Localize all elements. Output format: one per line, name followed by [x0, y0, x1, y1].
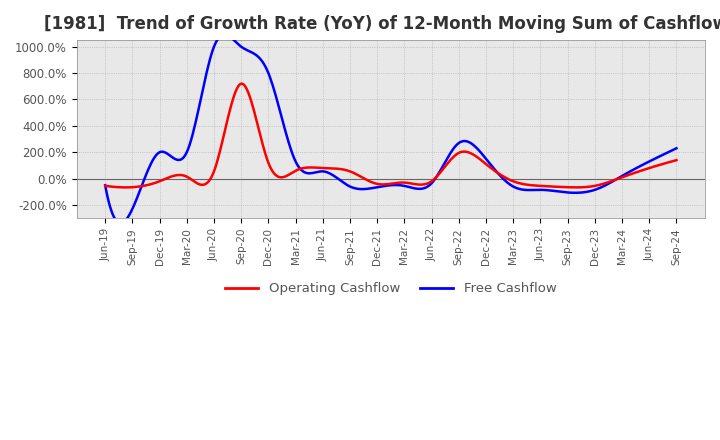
Title: [1981]  Trend of Growth Rate (YoY) of 12-Month Moving Sum of Cashflows: [1981] Trend of Growth Rate (YoY) of 12-… [44, 15, 720, 33]
Legend: Operating Cashflow, Free Cashflow: Operating Cashflow, Free Cashflow [220, 277, 562, 301]
